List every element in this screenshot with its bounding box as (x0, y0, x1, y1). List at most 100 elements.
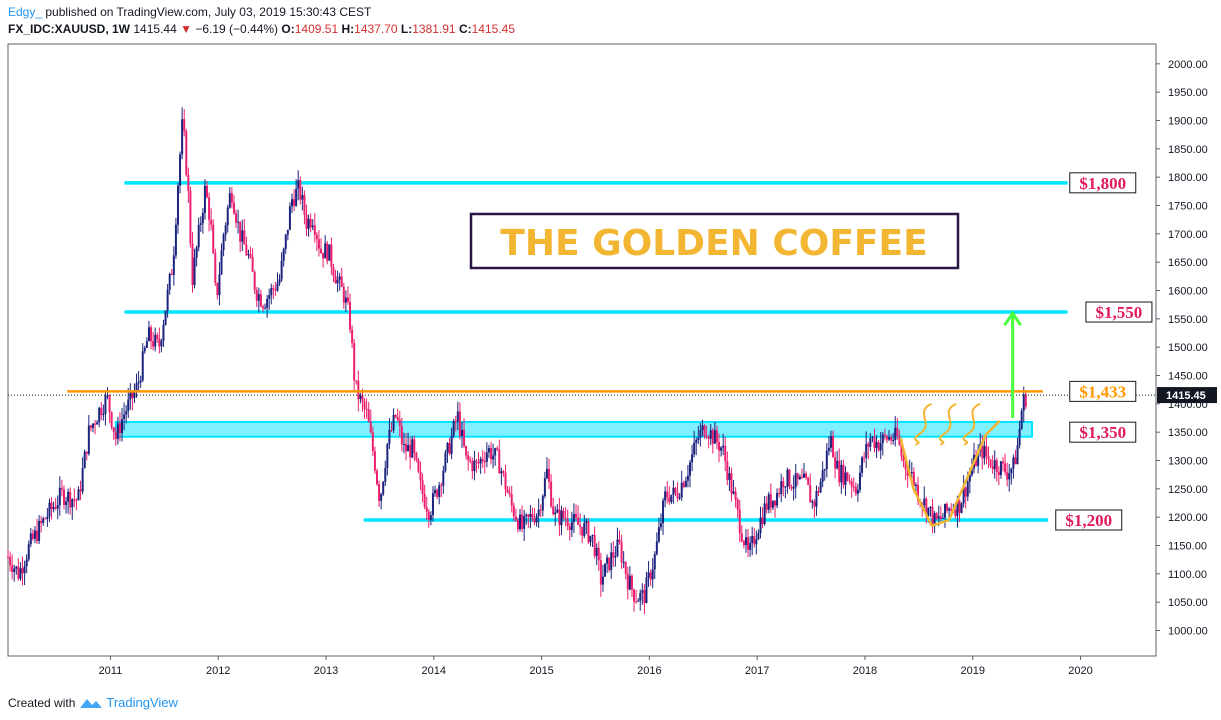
candle-body (759, 517, 762, 534)
candle-body (962, 487, 965, 504)
candle-body (415, 452, 418, 460)
candle-body (742, 541, 745, 546)
candle-body (749, 542, 752, 550)
candle-body (948, 508, 951, 511)
candle-body (900, 444, 903, 457)
candle-body (201, 213, 204, 224)
down-triangle-icon: ▼ (180, 22, 192, 36)
candle-body (639, 592, 642, 601)
candle-body (968, 474, 971, 482)
candle-body (485, 452, 488, 462)
candle-body (237, 221, 240, 223)
candle-body (388, 430, 391, 444)
candle-body (475, 460, 478, 463)
candle-body (98, 407, 101, 423)
candle-body (118, 423, 121, 434)
price-label-text: $1,350 (1079, 423, 1126, 442)
candle-body (243, 230, 246, 245)
candle-body (960, 503, 963, 513)
candle-body (1022, 394, 1025, 411)
candle-body (902, 456, 905, 462)
candle-body (44, 518, 47, 520)
candle-body (224, 225, 227, 235)
candle-body (699, 429, 702, 438)
candle-body (966, 481, 969, 497)
candle-body (378, 484, 381, 501)
candle-body (672, 487, 675, 495)
candle-body (614, 556, 617, 558)
candle-body (670, 494, 673, 502)
candle-body (827, 447, 830, 451)
candle-body (747, 537, 750, 550)
chart-footer: Created with TradingView (8, 694, 178, 712)
last-price: 1415.44 (133, 22, 177, 36)
candle-body (829, 436, 832, 448)
candle-body (628, 575, 631, 590)
candle-body (206, 185, 209, 198)
candle-body (946, 503, 949, 511)
candle-body (245, 244, 248, 256)
candle-body (684, 480, 687, 487)
candle-body (568, 526, 571, 530)
candle-body (504, 472, 507, 490)
candle-body (181, 119, 184, 155)
candle-body (108, 395, 111, 413)
candle-body (251, 257, 254, 272)
candle-body (334, 276, 337, 284)
candle-body (649, 572, 652, 580)
candle-body (65, 501, 68, 505)
candle-body (583, 522, 586, 536)
candle-body (121, 419, 124, 434)
candle-body (991, 466, 994, 470)
candle-body (141, 351, 144, 381)
author-link[interactable]: Edgy_ (8, 5, 43, 19)
candle-body (448, 443, 451, 454)
candle-body (199, 223, 202, 225)
candle-body (1004, 463, 1007, 473)
candle-body (912, 471, 915, 487)
candle-body (910, 471, 913, 473)
candle-body (191, 243, 194, 285)
candle-body (417, 459, 420, 472)
candle-body (160, 340, 163, 347)
candle-body (807, 477, 810, 485)
candle-body (740, 533, 743, 542)
candle-body (883, 434, 886, 437)
candle-body (436, 489, 439, 497)
candle-body (838, 460, 841, 483)
candle-body (344, 297, 347, 303)
candle-body (888, 437, 891, 440)
x-tick-label: 2019 (961, 665, 985, 677)
candle-body (419, 471, 422, 481)
candle-body (156, 334, 159, 339)
x-tick-label: 2011 (99, 665, 123, 677)
candle-body (917, 484, 920, 501)
y-tick-label: 1600.00 (1168, 286, 1208, 298)
tradingview-brand[interactable]: TradingView (106, 695, 178, 710)
candle-body (765, 503, 768, 510)
candle-body (407, 444, 410, 452)
price-label-box (1069, 172, 1137, 194)
candle-body (139, 380, 142, 383)
candle-body (232, 202, 235, 214)
candle-body (338, 276, 341, 280)
candle-body (564, 518, 567, 520)
candle-body (87, 425, 90, 454)
candle-body (823, 469, 826, 471)
candle-body (13, 568, 16, 572)
candle-body (788, 469, 791, 487)
x-tick-label: 2015 (529, 665, 553, 677)
high-value: 1437.70 (354, 22, 398, 36)
candle-body (556, 509, 559, 513)
candle-body (274, 289, 277, 291)
candle-body (77, 489, 80, 501)
candle-body (993, 460, 996, 470)
candle-body (272, 288, 275, 290)
candle-body (780, 481, 783, 494)
candle-body (861, 457, 864, 473)
candle-body (813, 501, 816, 507)
x-tick-label: 2012 (206, 665, 230, 677)
candle-body (537, 509, 540, 516)
candle-body (771, 500, 774, 508)
